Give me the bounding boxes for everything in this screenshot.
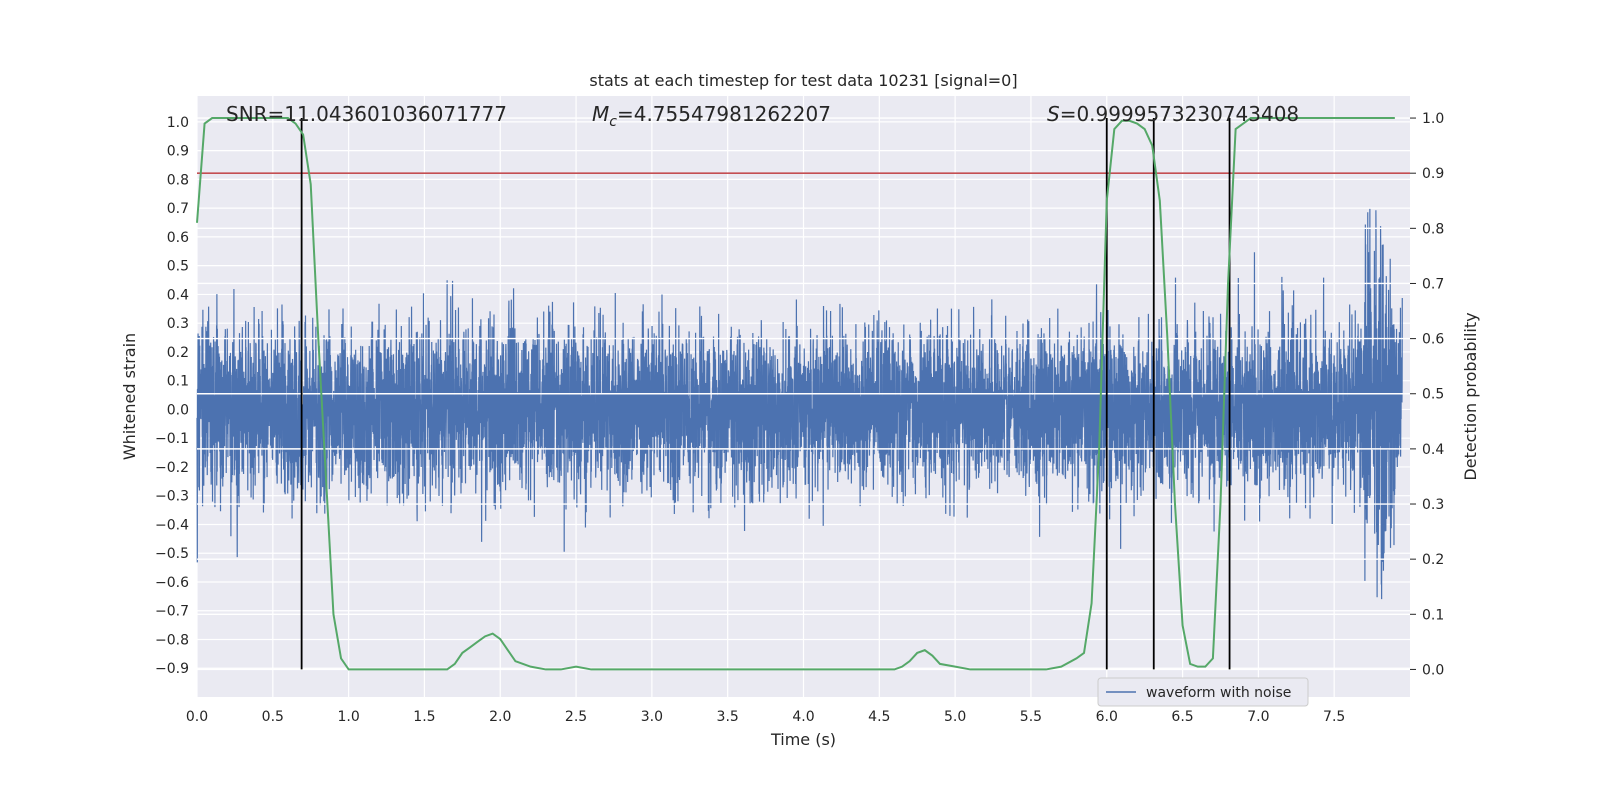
- y-tick-label-left: 0.2: [167, 345, 189, 361]
- x-tick-label: 4.5: [868, 709, 890, 725]
- waveform-series: [196, 208, 1403, 600]
- x-tick-label: 1.5: [413, 709, 435, 725]
- x-tick-label: 2.5: [565, 709, 587, 725]
- x-tick-label: 3.5: [717, 709, 739, 725]
- legend: waveform with noise: [1097, 677, 1309, 707]
- y-tick-label-right: 1.0: [1422, 111, 1444, 127]
- y-tick-label-left: 1.0: [167, 115, 189, 131]
- y-tick-label-left: −0.6: [155, 575, 189, 591]
- y-tick-label-right: 0.4: [1422, 442, 1444, 458]
- probability-line: [196, 117, 1395, 671]
- y-tick-label-right: 0.0: [1422, 662, 1444, 678]
- x-tick-label: 2.0: [489, 709, 511, 725]
- y-tick-label-left: 0.9: [167, 144, 189, 160]
- snr-annotation: SNR=11.043601036071777: [226, 102, 507, 126]
- mc-annotation: Mc=4.75547981262207: [592, 102, 831, 130]
- mc-symbol: M: [592, 102, 609, 126]
- probability-series: [196, 117, 1395, 671]
- y-tick-label-left: −0.9: [155, 661, 189, 677]
- y-tick-label-left: −0.1: [155, 431, 189, 447]
- x-tick-label: 4.0: [792, 709, 814, 725]
- y-tick-label-left: 0.7: [167, 201, 189, 217]
- y-tick-label-right: 0.7: [1422, 276, 1444, 292]
- y-tick-label-left: −0.7: [155, 604, 189, 620]
- y-tick-label-right: 0.8: [1422, 221, 1444, 237]
- y-tick-label-right: 0.2: [1422, 552, 1444, 568]
- x-tick-label: 1.0: [337, 709, 359, 725]
- y-tick-label-left: −0.5: [155, 546, 189, 562]
- y-tick-label-left: −0.3: [155, 489, 189, 505]
- y-tick-label-left: 0.3: [167, 316, 189, 332]
- x-tick-label: 5.0: [944, 709, 966, 725]
- x-axis-label: Time (s): [770, 730, 836, 749]
- mc-subscript: c: [609, 114, 617, 130]
- y-tick-label-left: 0.0: [167, 402, 189, 418]
- y-axis-label-right: Detection probability: [1461, 312, 1480, 480]
- s-annotation: S=0.9999573230743408: [1047, 102, 1299, 126]
- y-tick-label-left: 0.1: [167, 374, 189, 390]
- vertical-markers: [300, 118, 1231, 670]
- y-tick-label-right: 0.5: [1422, 387, 1444, 403]
- y-tick-label-left: 0.6: [167, 230, 189, 246]
- y-axis-label-left: Whitened strain: [120, 333, 139, 460]
- s-symbol: S: [1047, 102, 1060, 126]
- y-tick-label-left: 0.5: [167, 259, 189, 275]
- legend-entry: waveform with noise: [1146, 685, 1291, 701]
- y-tick-label-right: 0.1: [1422, 607, 1444, 623]
- legend-box: [1097, 677, 1309, 707]
- s-value: =0.9999573230743408: [1060, 102, 1299, 126]
- x-tick-label: 6.0: [1096, 709, 1118, 725]
- mc-value: =4.75547981262207: [617, 102, 831, 126]
- y-tick-label-left: −0.8: [155, 632, 189, 648]
- chart-title: stats at each timestep for test data 102…: [589, 71, 1017, 90]
- x-tick-label: 5.5: [1020, 709, 1042, 725]
- waveform-line: [196, 208, 1403, 600]
- axes: 0.0 0.5 1.0 1.5 2.0 2.5 3.0 3.5 4.0 4.5 5.0 5.5 6.0 6…: [155, 111, 1444, 725]
- x-tick-label: 0.5: [262, 709, 284, 725]
- y-tick-label-left: 0.8: [167, 172, 189, 188]
- x-tick-label: 3.0: [641, 709, 663, 725]
- y-tick-label-left: −0.2: [155, 460, 189, 476]
- y-tick-label-left: −0.4: [155, 517, 189, 533]
- y-tick-label-right: 0.3: [1422, 497, 1444, 513]
- y-tick-label-right: 0.9: [1422, 166, 1444, 182]
- x-tick-label: 6.5: [1171, 709, 1193, 725]
- y-tick-label-right: 0.6: [1422, 332, 1444, 348]
- x-tick-label: 7.5: [1323, 709, 1345, 725]
- y-tick-label-left: 0.4: [167, 287, 189, 303]
- x-tick-label: 0.0: [186, 709, 208, 725]
- x-tick-label: 7.0: [1247, 709, 1269, 725]
